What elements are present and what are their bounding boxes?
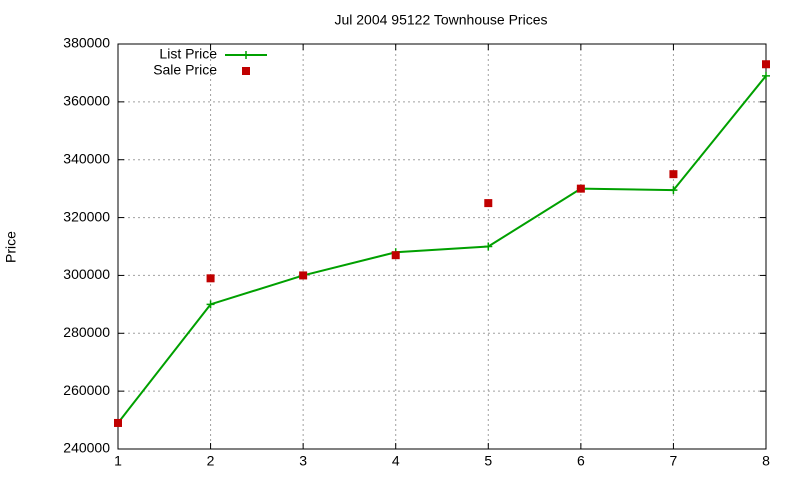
point-marker xyxy=(576,184,585,193)
x-tick-label: 5 xyxy=(484,453,492,469)
chart-title: Jul 2004 95122 Townhouse Prices xyxy=(334,12,547,28)
point-marker xyxy=(299,271,308,280)
x-tick-label: 2 xyxy=(207,453,215,469)
point-marker xyxy=(242,51,250,59)
point-marker xyxy=(391,251,400,260)
legend-label: Sale Price xyxy=(153,62,217,78)
point-marker xyxy=(484,199,493,208)
point-marker xyxy=(206,300,215,309)
x-tick-label: 8 xyxy=(762,453,770,469)
point-marker xyxy=(762,71,770,80)
point-marker xyxy=(242,67,250,75)
plot-border xyxy=(117,43,767,450)
y-tick-label: 360000 xyxy=(63,93,110,109)
x-tick-label: 4 xyxy=(392,453,400,469)
point-marker xyxy=(669,186,678,195)
x-tick-label: 6 xyxy=(577,453,585,469)
y-tick-label: 340000 xyxy=(63,150,110,166)
point-marker xyxy=(762,60,770,69)
y-tick-label: 260000 xyxy=(63,382,110,398)
y-axis-label: Price xyxy=(3,231,19,263)
point-marker xyxy=(484,242,493,251)
legend-label: List Price xyxy=(159,46,217,62)
y-tick-label: 280000 xyxy=(63,324,110,340)
x-tick-label: 7 xyxy=(670,453,678,469)
series-line xyxy=(117,75,767,424)
point-marker xyxy=(114,418,122,427)
y-tick-label: 320000 xyxy=(63,208,110,224)
x-tick-label: 1 xyxy=(114,453,122,469)
point-marker xyxy=(669,170,678,179)
point-marker xyxy=(206,274,215,283)
y-tick-label: 300000 xyxy=(63,266,110,282)
x-tick-label: 3 xyxy=(299,453,307,469)
y-tick-label: 380000 xyxy=(63,35,110,51)
y-tick-label: 240000 xyxy=(63,440,110,456)
